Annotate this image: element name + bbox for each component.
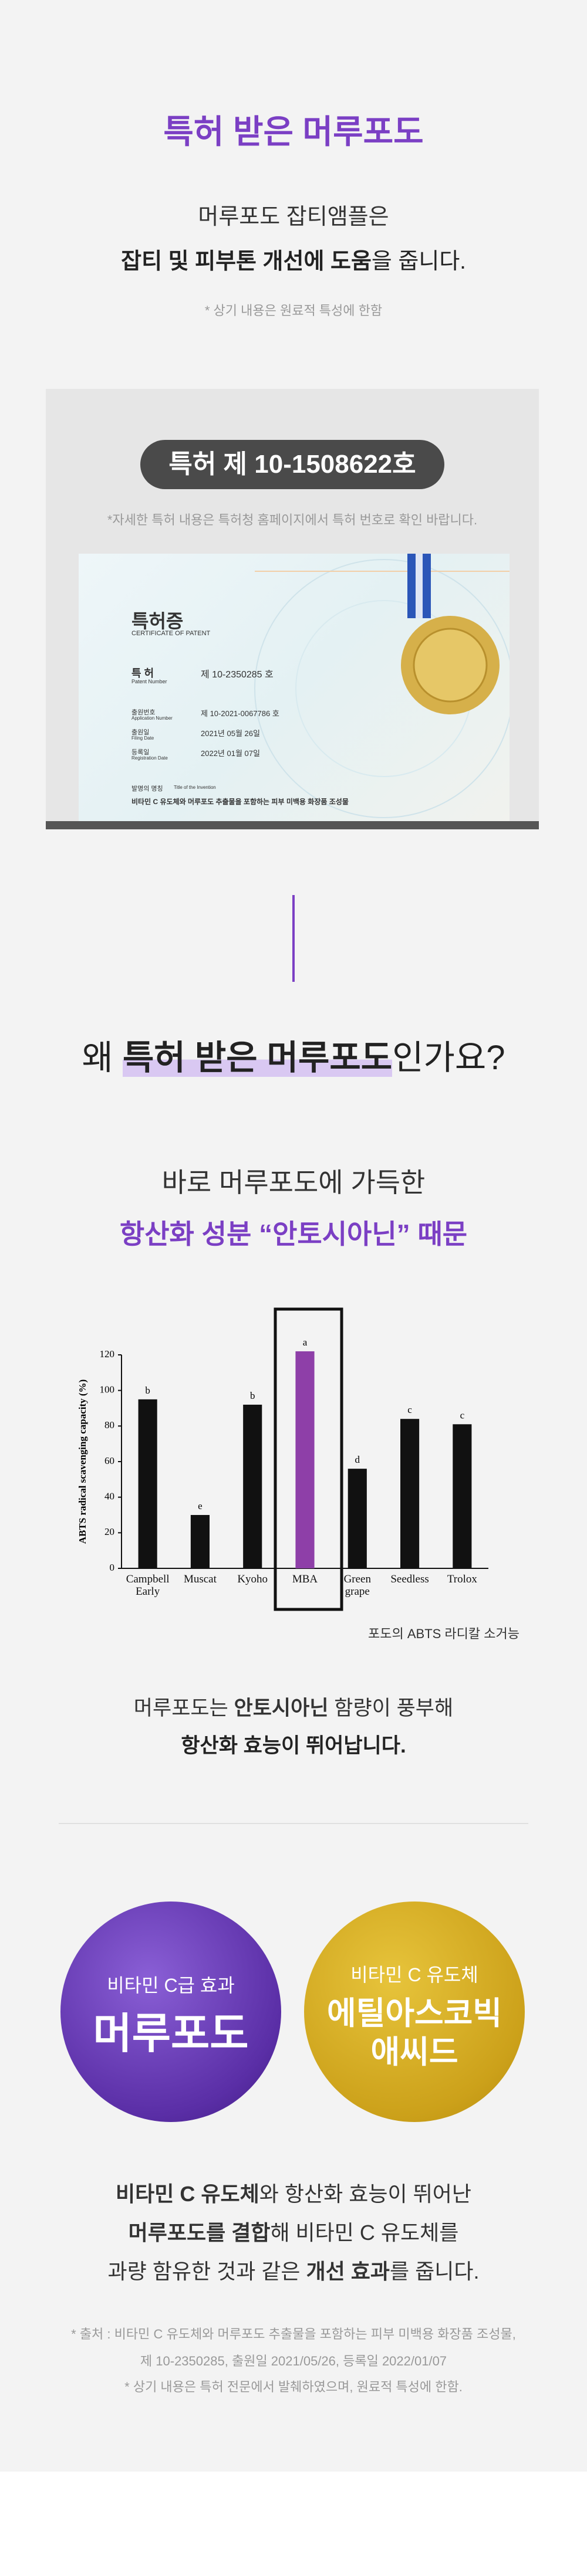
footnote: * 출처 : 비타민 C 유도체와 머루포도 추출물을 포함하는 피부 미백용 … [71,2327,516,2341]
cert-text: 비타민 C 유도체와 머루포도 추출물을 포함하는 피부 미백용 화장품 조성물 [131,798,349,806]
text: 을 줍니다. [371,249,466,274]
highlight-frame [274,1307,343,1611]
cert-text: 등록일 [131,749,150,756]
bar-letter: b [145,1385,150,1396]
bar-letter: c [460,1409,465,1421]
bar-letter: c [407,1404,412,1415]
chart: ABTS radical scavenging capacity (%) 0 20… [77,1307,488,1611]
bar [348,1469,367,1568]
cert-text: 제 10-2350285 호 [201,670,274,680]
chart-area: ABTS radical scavenging capacity (%) 0 20… [0,1290,587,1654]
why-line: 바로 머루포도에 가득한 [161,1167,426,1198]
bar [295,1351,315,1568]
text: 과량 함유한 것과 같은 [107,2259,306,2283]
cert-text: 출원번호 [131,709,156,716]
x-tick-label: MBA [292,1573,318,1585]
patent-box: 특허 제 10-1508622호 *자세한 특허 내용은 특허청 홈페이지에서 … [46,389,539,829]
text: 머루포도는 [133,1697,234,1720]
cert-text: Title of the Invention [174,785,216,790]
cert-text: Patent Number [131,679,167,684]
x-tick-label: Seedless [390,1573,429,1585]
y-tick-label: 0 [110,1562,115,1573]
cert-text: Registration Date [131,755,168,761]
bold-text: 머루포도를 결합 [128,2221,271,2245]
cert-text: 발명의 명칭 [131,785,163,792]
why-title: 왜 특허 받은 머루포도인가요? [0,1030,587,1079]
bold-text: 잡티 및 피부톤 개선에 도움 [121,249,372,274]
bar [243,1404,262,1568]
bold-text: 개선 효과 [306,2259,390,2283]
circle-title: 애씨드 [370,2035,458,2070]
x-tick-label: Kyoho [237,1573,268,1585]
cert-text: 출원일 [131,729,150,736]
y-tick-label: 60 [104,1455,114,1466]
circle-text: 비타민 C급 효과 [107,1975,235,1996]
footer-space [0,2472,587,2576]
x-tick-label: Campbell Early [126,1573,170,1598]
circle-title: 머루포도 [93,2011,249,2058]
bold-text: 비타민 C 유도체 [116,2182,259,2206]
result-line: 항산화 효능이 뛰어납니다. [181,1734,406,1757]
bar [400,1419,420,1568]
combo-line: 비타민 C 유도체와 항산화 효능이 뛰어난 [0,2177,587,2208]
x-tick-label: Trolox [447,1573,477,1585]
certificate: 특허증 CERTIFICATE OF PATENT 특 허 Patent Num… [79,554,510,821]
bar [453,1424,472,1568]
certificate-pattern [254,554,510,818]
x-tick-label: Green grape [343,1573,371,1598]
y-tick-label: 40 [104,1491,114,1502]
bar-letter: b [250,1390,255,1401]
circle-text: 비타민 C 유도체 [350,1964,478,1985]
text: 함량이 풍부해 [328,1697,454,1720]
bar-letter: e [198,1500,203,1511]
y-tick-label: 80 [104,1419,114,1431]
cert-text: 특 허 [131,667,154,679]
combo-line: 머루포도를 결합해 비타민 C 유도체를 [0,2216,587,2246]
circle-left: 비타민 C급 효과 머루포도 [60,1902,281,2122]
cert-text: Application Number [131,716,173,721]
bar [190,1515,210,1568]
combo-line: 과량 함유한 것과 같은 개선 효과를 줍니다. [0,2255,587,2285]
y-tick-label: 20 [104,1526,114,1537]
x-tick-label: Muscat [183,1573,217,1585]
circle-right: 비타민 C 유도체 에틸아스코빅 애씨드 [304,1902,525,2122]
bar-letter: d [355,1454,360,1465]
cert-text: 2022년 01월 07일 [201,749,260,758]
box-bar [46,821,539,829]
why-line: 항산화 성분 “안토시아닌” 때문 [119,1219,468,1249]
text: 를 줍니다. [390,2259,480,2283]
cert-text: 2021년 05월 26일 [201,729,260,738]
text: 왜 [82,1039,123,1077]
chart-caption: 포도의 ABTS 라디칼 소거능 [368,1626,519,1641]
cert-text: Filing Date [131,735,154,741]
cert-title: 특허증 [131,611,184,632]
intro-line: 머루포도 잡티앰플은 [198,205,389,229]
bold-text: 안토시아닌 [234,1697,329,1720]
note: *자세한 특허 내용은 특허청 홈페이지에서 특허 번호로 확인 바랍니다. [107,513,478,527]
bar [138,1399,157,1568]
title: 특허 받은 머루포도 [163,113,424,150]
y-tick-label: 100 [100,1384,115,1395]
y-axis-label: ABTS radical scavenging capacity (%) [77,1379,88,1544]
divider-line [292,895,295,982]
intro-line: 잡티 및 피부톤 개선에 도움을 줍니다. [0,243,587,275]
footnote: 제 10-2350285, 출원일 2021/05/26, 등록일 2022/0… [140,2354,447,2368]
y-tick-label: 120 [100,1348,115,1360]
result-line: 머루포도는 안토시아닌 함량이 풍부해 [0,1692,587,1721]
circle-title: 에틸아스코빅 [326,1996,502,2031]
cert-text: 제 10-2021-0067786 호 [201,709,279,718]
text: 해 비타민 C 유도체를 [270,2221,459,2245]
cert-text: CERTIFICATE OF PATENT [131,630,211,637]
separator [59,1823,528,1824]
note: * 상기 내용은 원료적 특성에 한함 [204,303,383,318]
highlight-text: 특허 받은 머루포도 [123,1039,393,1077]
text: 와 항산화 효능이 뛰어난 [259,2182,471,2206]
footnote: * 상기 내용은 특허 전문에서 발췌하였으며, 원료적 특성에 한함. [124,2380,463,2394]
text: 인가요? [392,1039,505,1077]
patent-badge: 특허 제 10-1508622호 [140,440,444,489]
bar-letter: a [303,1337,308,1348]
